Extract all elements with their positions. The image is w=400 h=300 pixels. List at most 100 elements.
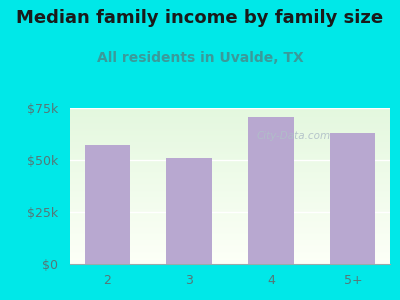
Bar — [70, 215, 390, 216]
Bar — [70, 132, 390, 133]
Bar — [70, 178, 390, 179]
Bar — [70, 142, 390, 143]
Bar — [70, 214, 390, 215]
Bar — [70, 229, 390, 230]
Bar — [70, 236, 390, 237]
Bar — [70, 136, 390, 137]
Bar — [70, 186, 390, 187]
Bar — [70, 147, 390, 148]
Bar — [70, 144, 390, 145]
Bar — [70, 180, 390, 181]
Text: Median family income by family size: Median family income by family size — [16, 9, 384, 27]
Bar — [70, 195, 390, 196]
Bar — [70, 133, 390, 134]
Bar — [70, 217, 390, 218]
Bar — [70, 161, 390, 162]
Bar — [70, 177, 390, 178]
Bar — [70, 253, 390, 254]
Bar — [70, 234, 390, 235]
Bar — [70, 199, 390, 200]
Bar — [70, 126, 390, 127]
Bar — [70, 156, 390, 157]
Text: All residents in Uvalde, TX: All residents in Uvalde, TX — [97, 51, 303, 65]
Bar — [70, 249, 390, 250]
Bar — [70, 210, 390, 211]
Bar — [70, 208, 390, 209]
Bar — [70, 141, 390, 142]
Bar — [70, 122, 390, 123]
Bar — [70, 220, 390, 221]
Bar — [70, 233, 390, 234]
Bar — [70, 167, 390, 168]
Bar — [70, 138, 390, 139]
Bar — [70, 116, 390, 117]
Bar — [70, 110, 390, 111]
Bar — [70, 230, 390, 231]
Bar — [70, 151, 390, 152]
Bar — [70, 257, 390, 258]
Bar — [70, 176, 390, 177]
Bar — [70, 201, 390, 202]
Bar — [70, 127, 390, 128]
Bar — [70, 239, 390, 240]
Bar — [70, 162, 390, 163]
Bar — [70, 185, 390, 186]
Bar — [70, 128, 390, 129]
Bar — [70, 259, 390, 260]
Text: City-Data.com: City-Data.com — [257, 131, 331, 141]
Bar — [70, 150, 390, 151]
Bar — [70, 256, 390, 257]
Bar — [70, 146, 390, 147]
Bar — [70, 205, 390, 206]
Bar — [70, 240, 390, 241]
Bar — [70, 119, 390, 120]
Bar — [70, 130, 390, 131]
Bar — [70, 166, 390, 167]
Bar — [70, 131, 390, 132]
Bar — [70, 155, 390, 156]
Bar — [70, 171, 390, 172]
Bar — [70, 108, 390, 109]
Bar — [70, 183, 390, 184]
Bar — [70, 129, 390, 130]
Bar — [70, 232, 390, 233]
Bar — [70, 114, 390, 115]
Bar — [70, 223, 390, 224]
Bar — [70, 221, 390, 222]
Bar — [70, 152, 390, 153]
Bar — [70, 115, 390, 116]
Bar — [70, 262, 390, 263]
Bar — [70, 165, 390, 166]
Bar — [70, 228, 390, 229]
Bar — [70, 211, 390, 212]
Bar — [70, 182, 390, 183]
Bar — [70, 212, 390, 213]
Bar — [70, 222, 390, 223]
Bar — [70, 200, 390, 201]
Bar — [70, 145, 390, 146]
Bar — [70, 191, 390, 192]
Bar — [70, 238, 390, 239]
Bar — [70, 184, 390, 185]
Bar — [70, 169, 390, 170]
Bar — [70, 242, 390, 243]
Bar — [70, 111, 390, 112]
Bar — [70, 137, 390, 138]
Bar — [70, 224, 390, 225]
Bar — [70, 194, 390, 195]
Bar — [70, 163, 390, 164]
Bar — [70, 237, 390, 238]
Bar — [70, 117, 390, 118]
Bar — [84, 146, 130, 264]
Bar — [70, 227, 390, 228]
Bar — [70, 164, 390, 165]
Bar — [70, 143, 390, 144]
Bar — [70, 197, 390, 198]
Bar — [70, 124, 390, 125]
Bar — [70, 172, 390, 173]
Bar — [70, 225, 390, 226]
Bar — [70, 261, 390, 262]
Bar — [70, 218, 390, 219]
Bar — [70, 120, 390, 121]
Bar — [70, 123, 390, 124]
